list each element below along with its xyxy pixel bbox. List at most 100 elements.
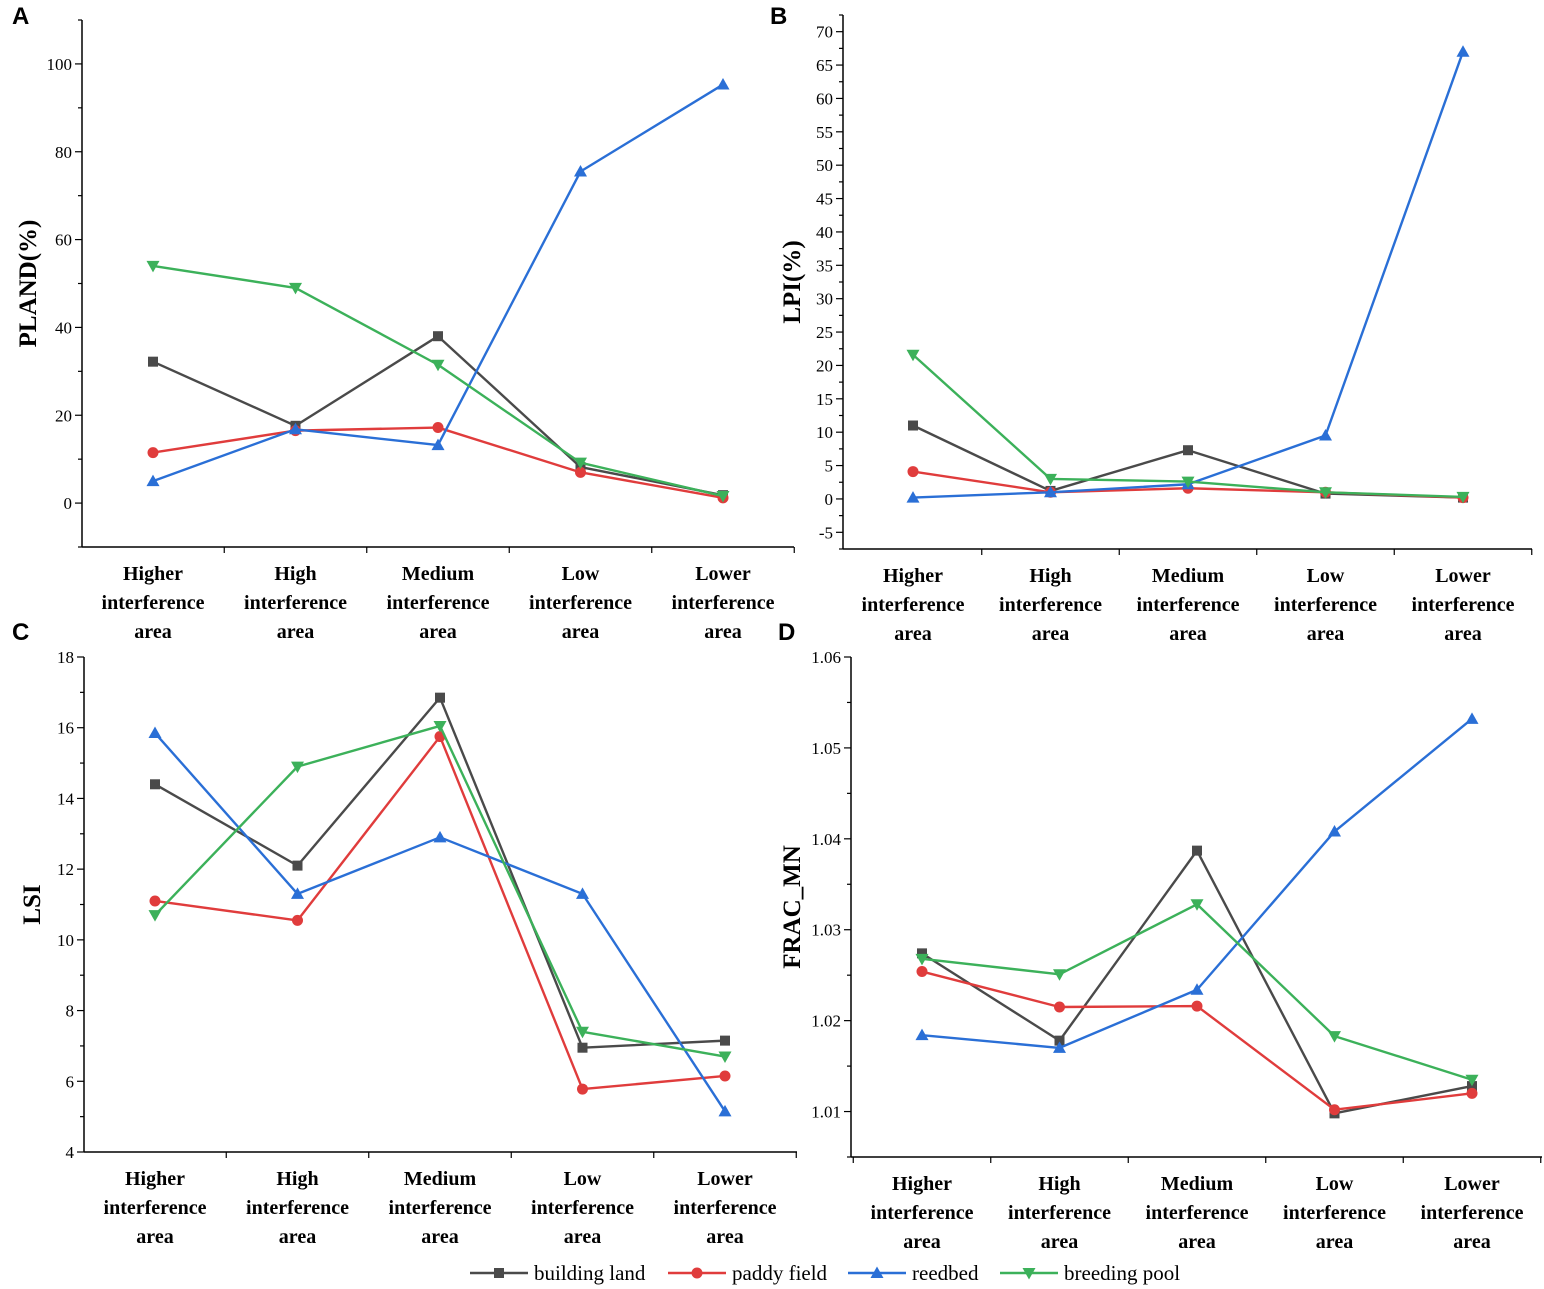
y-tick-label: 1.02 — [811, 1012, 841, 1031]
data-point — [577, 1083, 588, 1095]
y-tick-label: 40 — [816, 223, 833, 242]
legend-item: building land — [470, 1261, 646, 1285]
y-tick-label: 25 — [816, 323, 833, 342]
y-tick-label: 10 — [57, 931, 74, 950]
series-paddy-field — [149, 731, 731, 1095]
y-tick-label: 70 — [816, 23, 833, 42]
data-point — [718, 1051, 732, 1064]
series-line — [152, 264, 724, 498]
data-point — [1053, 1041, 1066, 1053]
data-point — [576, 1026, 589, 1039]
series-reedbed — [146, 78, 730, 487]
x-tick-label: Medium interference area — [1137, 565, 1240, 645]
panel-a: A 0 20 40 60 80 100 Higher interference area High i… — [12, 3, 795, 643]
data-point — [1053, 969, 1066, 981]
y-tick-label: 45 — [816, 190, 833, 209]
y-tick-label: 0 — [64, 494, 73, 513]
data-point — [148, 356, 158, 367]
data-point — [150, 779, 160, 790]
data-point — [431, 359, 445, 372]
y-tick-label: 60 — [816, 89, 833, 108]
x-tick-label: Lower interference area — [1421, 1173, 1524, 1253]
data-point — [720, 1035, 730, 1046]
data-point — [149, 895, 161, 907]
legend-label: paddy field — [732, 1261, 828, 1285]
y-tick-label: 65 — [816, 56, 833, 75]
panel-letter: C — [12, 619, 29, 646]
legend-item: paddy field — [668, 1261, 828, 1285]
legend-marker — [1022, 1268, 1036, 1280]
series-building-land — [148, 331, 728, 501]
data-point — [906, 491, 920, 503]
data-point — [289, 282, 302, 295]
data-point — [1319, 487, 1332, 499]
data-point — [574, 165, 587, 177]
series-paddy-field — [916, 966, 1478, 1116]
data-point — [1465, 1074, 1479, 1087]
series-reedbed — [148, 726, 732, 1117]
series-line — [154, 735, 726, 1091]
y-tick-label: 18 — [57, 648, 74, 667]
data-point — [718, 1104, 732, 1117]
data-point — [1183, 445, 1193, 456]
data-point — [915, 953, 929, 966]
data-point — [1190, 899, 1204, 911]
data-point — [146, 474, 160, 487]
data-point — [917, 948, 927, 959]
y-tick-label: 30 — [816, 290, 833, 309]
series-line — [921, 849, 1473, 1115]
y-tick-label: 35 — [816, 256, 833, 275]
data-point — [431, 438, 445, 451]
data-point — [292, 914, 303, 926]
x-tick-label: Higher interference area — [871, 1173, 974, 1253]
y-tick-label: 60 — [55, 231, 72, 250]
data-point — [148, 910, 162, 922]
series-building-land — [917, 845, 1477, 1119]
y-tick-label: 40 — [55, 318, 72, 337]
y-tick-label: 14 — [57, 789, 75, 808]
data-point — [432, 422, 444, 434]
y-tick-label: 1.04 — [811, 830, 841, 849]
y-axis-title: LSI — [19, 884, 46, 924]
x-tick-label: Medium interference area — [1146, 1173, 1249, 1253]
data-point — [433, 331, 443, 342]
panel-letter: A — [12, 3, 29, 30]
data-point — [1329, 1104, 1340, 1116]
panel-b: B -5 0 5 10 15 20 25 30 35 40 45 50 55 60 65 70 Higher int… — [770, 3, 1533, 645]
y-tick-label: 12 — [57, 860, 74, 879]
y-tick-label: 6 — [66, 1072, 75, 1091]
data-point — [908, 420, 918, 431]
x-tick-label: Medium interference area — [389, 1168, 492, 1248]
data-point — [147, 447, 159, 459]
series-line — [154, 724, 726, 1058]
data-point — [1465, 712, 1479, 724]
data-point — [291, 887, 304, 899]
y-tick-label: 4 — [66, 1143, 75, 1162]
panel-d: D 1.01 1.02 1.03 1.04 1.05 1.06 Higher interfere… — [778, 619, 1542, 1253]
data-point — [577, 1042, 588, 1053]
y-tick-label: 15 — [816, 390, 833, 409]
data-point — [719, 1070, 731, 1082]
data-point — [1190, 983, 1204, 995]
x-tick-label: Low interference area — [529, 563, 632, 643]
y-tick-label: 0 — [825, 490, 834, 509]
series-breeding-pool — [906, 349, 1470, 504]
y-tick-label: 8 — [66, 1002, 75, 1021]
legend-label: building land — [534, 1261, 646, 1285]
y-tick-label: 20 — [816, 356, 833, 375]
y-tick-label: 20 — [55, 406, 72, 425]
panel-letter: B — [770, 3, 787, 30]
series-building-land — [150, 692, 730, 1053]
x-tick-label: High interference area — [1008, 1173, 1111, 1253]
x-tick-label: Low interference area — [1283, 1173, 1386, 1253]
data-point — [1456, 491, 1470, 504]
series-breeding-pool — [148, 720, 732, 1064]
x-tick-label: Low interference area — [1274, 565, 1377, 645]
data-point — [1054, 1035, 1065, 1046]
legend-marker — [691, 1267, 703, 1279]
panel-c: C 4 6 8 10 12 14 16 18 Higher interference area High… — [12, 619, 797, 1248]
y-tick-label: 10 — [816, 423, 833, 442]
y-tick-label: 16 — [57, 719, 74, 738]
